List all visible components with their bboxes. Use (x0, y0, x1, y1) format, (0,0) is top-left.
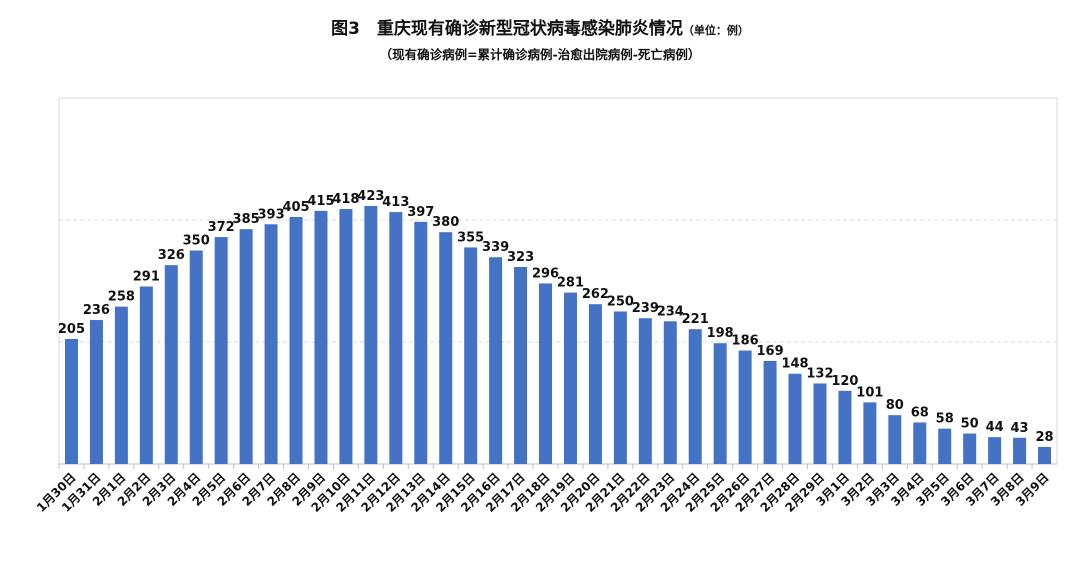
data-label: 68 (911, 406, 929, 421)
data-label: 397 (407, 205, 434, 220)
bar (539, 283, 553, 464)
chart-title: 图3 重庆现有确诊新型冠状病毒感染肺炎情况（单位：例） (0, 14, 1080, 39)
data-label: 380 (432, 215, 459, 230)
bar (439, 232, 453, 464)
bar (1013, 437, 1027, 464)
bar (713, 343, 727, 464)
data-label: 339 (482, 240, 509, 255)
bar (563, 292, 577, 464)
bar (339, 209, 353, 464)
bar (813, 383, 827, 464)
data-label: 372 (208, 220, 235, 235)
unit-note: （单位：例） (682, 24, 749, 37)
bar (613, 311, 627, 464)
data-label: 43 (1011, 421, 1029, 436)
data-label: 234 (657, 304, 684, 319)
data-label: 350 (183, 234, 210, 249)
data-label: 258 (108, 290, 135, 305)
bar (738, 350, 752, 464)
data-label: 418 (332, 192, 359, 207)
bar (988, 437, 1002, 464)
data-label: 101 (856, 385, 883, 400)
bar (1038, 446, 1052, 464)
data-label: 44 (986, 420, 1004, 435)
bar (314, 210, 328, 464)
bar (863, 402, 877, 464)
bar (963, 433, 977, 464)
data-label: 186 (732, 334, 759, 349)
bar (938, 428, 952, 464)
data-label: 291 (133, 269, 160, 284)
data-label: 393 (258, 207, 285, 222)
data-label: 405 (282, 200, 309, 215)
data-label: 58 (936, 412, 954, 427)
bar (239, 229, 253, 464)
bar (588, 304, 602, 464)
bar (888, 415, 902, 464)
data-label: 355 (457, 230, 484, 245)
chart-subtitle: （现有确诊病例=累计确诊病例-治愈出院病例-死亡病例） (379, 47, 701, 62)
data-label: 120 (831, 374, 858, 389)
title-text: 图3 重庆现有确诊新型冠状病毒感染肺炎情况 (331, 19, 683, 39)
data-label: 169 (757, 344, 784, 359)
bar (89, 320, 103, 464)
data-label: 132 (806, 366, 833, 381)
data-label: 50 (961, 417, 979, 432)
data-label: 236 (83, 303, 110, 318)
data-label: 281 (557, 276, 584, 291)
data-label: 250 (607, 295, 634, 310)
data-label: 413 (382, 195, 409, 210)
bar (663, 321, 677, 464)
bar (139, 286, 153, 464)
bar (214, 237, 228, 464)
data-label: 28 (1035, 430, 1053, 445)
data-label: 323 (507, 250, 534, 265)
data-label: 423 (357, 189, 384, 204)
data-label: 148 (781, 357, 808, 372)
bar (913, 422, 927, 464)
bar (788, 373, 802, 464)
data-label: 385 (233, 212, 260, 227)
bar (763, 360, 777, 464)
bar (514, 266, 528, 464)
bar (189, 250, 203, 464)
data-label: 326 (158, 248, 185, 263)
data-label: 262 (582, 287, 609, 302)
bar (464, 247, 478, 464)
data-label: 221 (682, 312, 709, 327)
bar (264, 224, 278, 464)
data-label: 198 (707, 326, 734, 341)
bar (414, 221, 428, 464)
data-label: 205 (58, 322, 85, 337)
bar (688, 329, 702, 464)
bar (638, 318, 652, 464)
data-label: 296 (532, 266, 559, 281)
data-label: 80 (886, 398, 904, 413)
bar (489, 257, 503, 464)
bar (364, 205, 378, 464)
bar (289, 216, 303, 464)
bar (164, 265, 178, 464)
bar (64, 338, 78, 464)
bar (389, 212, 403, 464)
bar (838, 390, 852, 464)
data-label: 415 (307, 194, 334, 209)
data-label: 239 (632, 301, 659, 316)
bar (114, 306, 128, 464)
